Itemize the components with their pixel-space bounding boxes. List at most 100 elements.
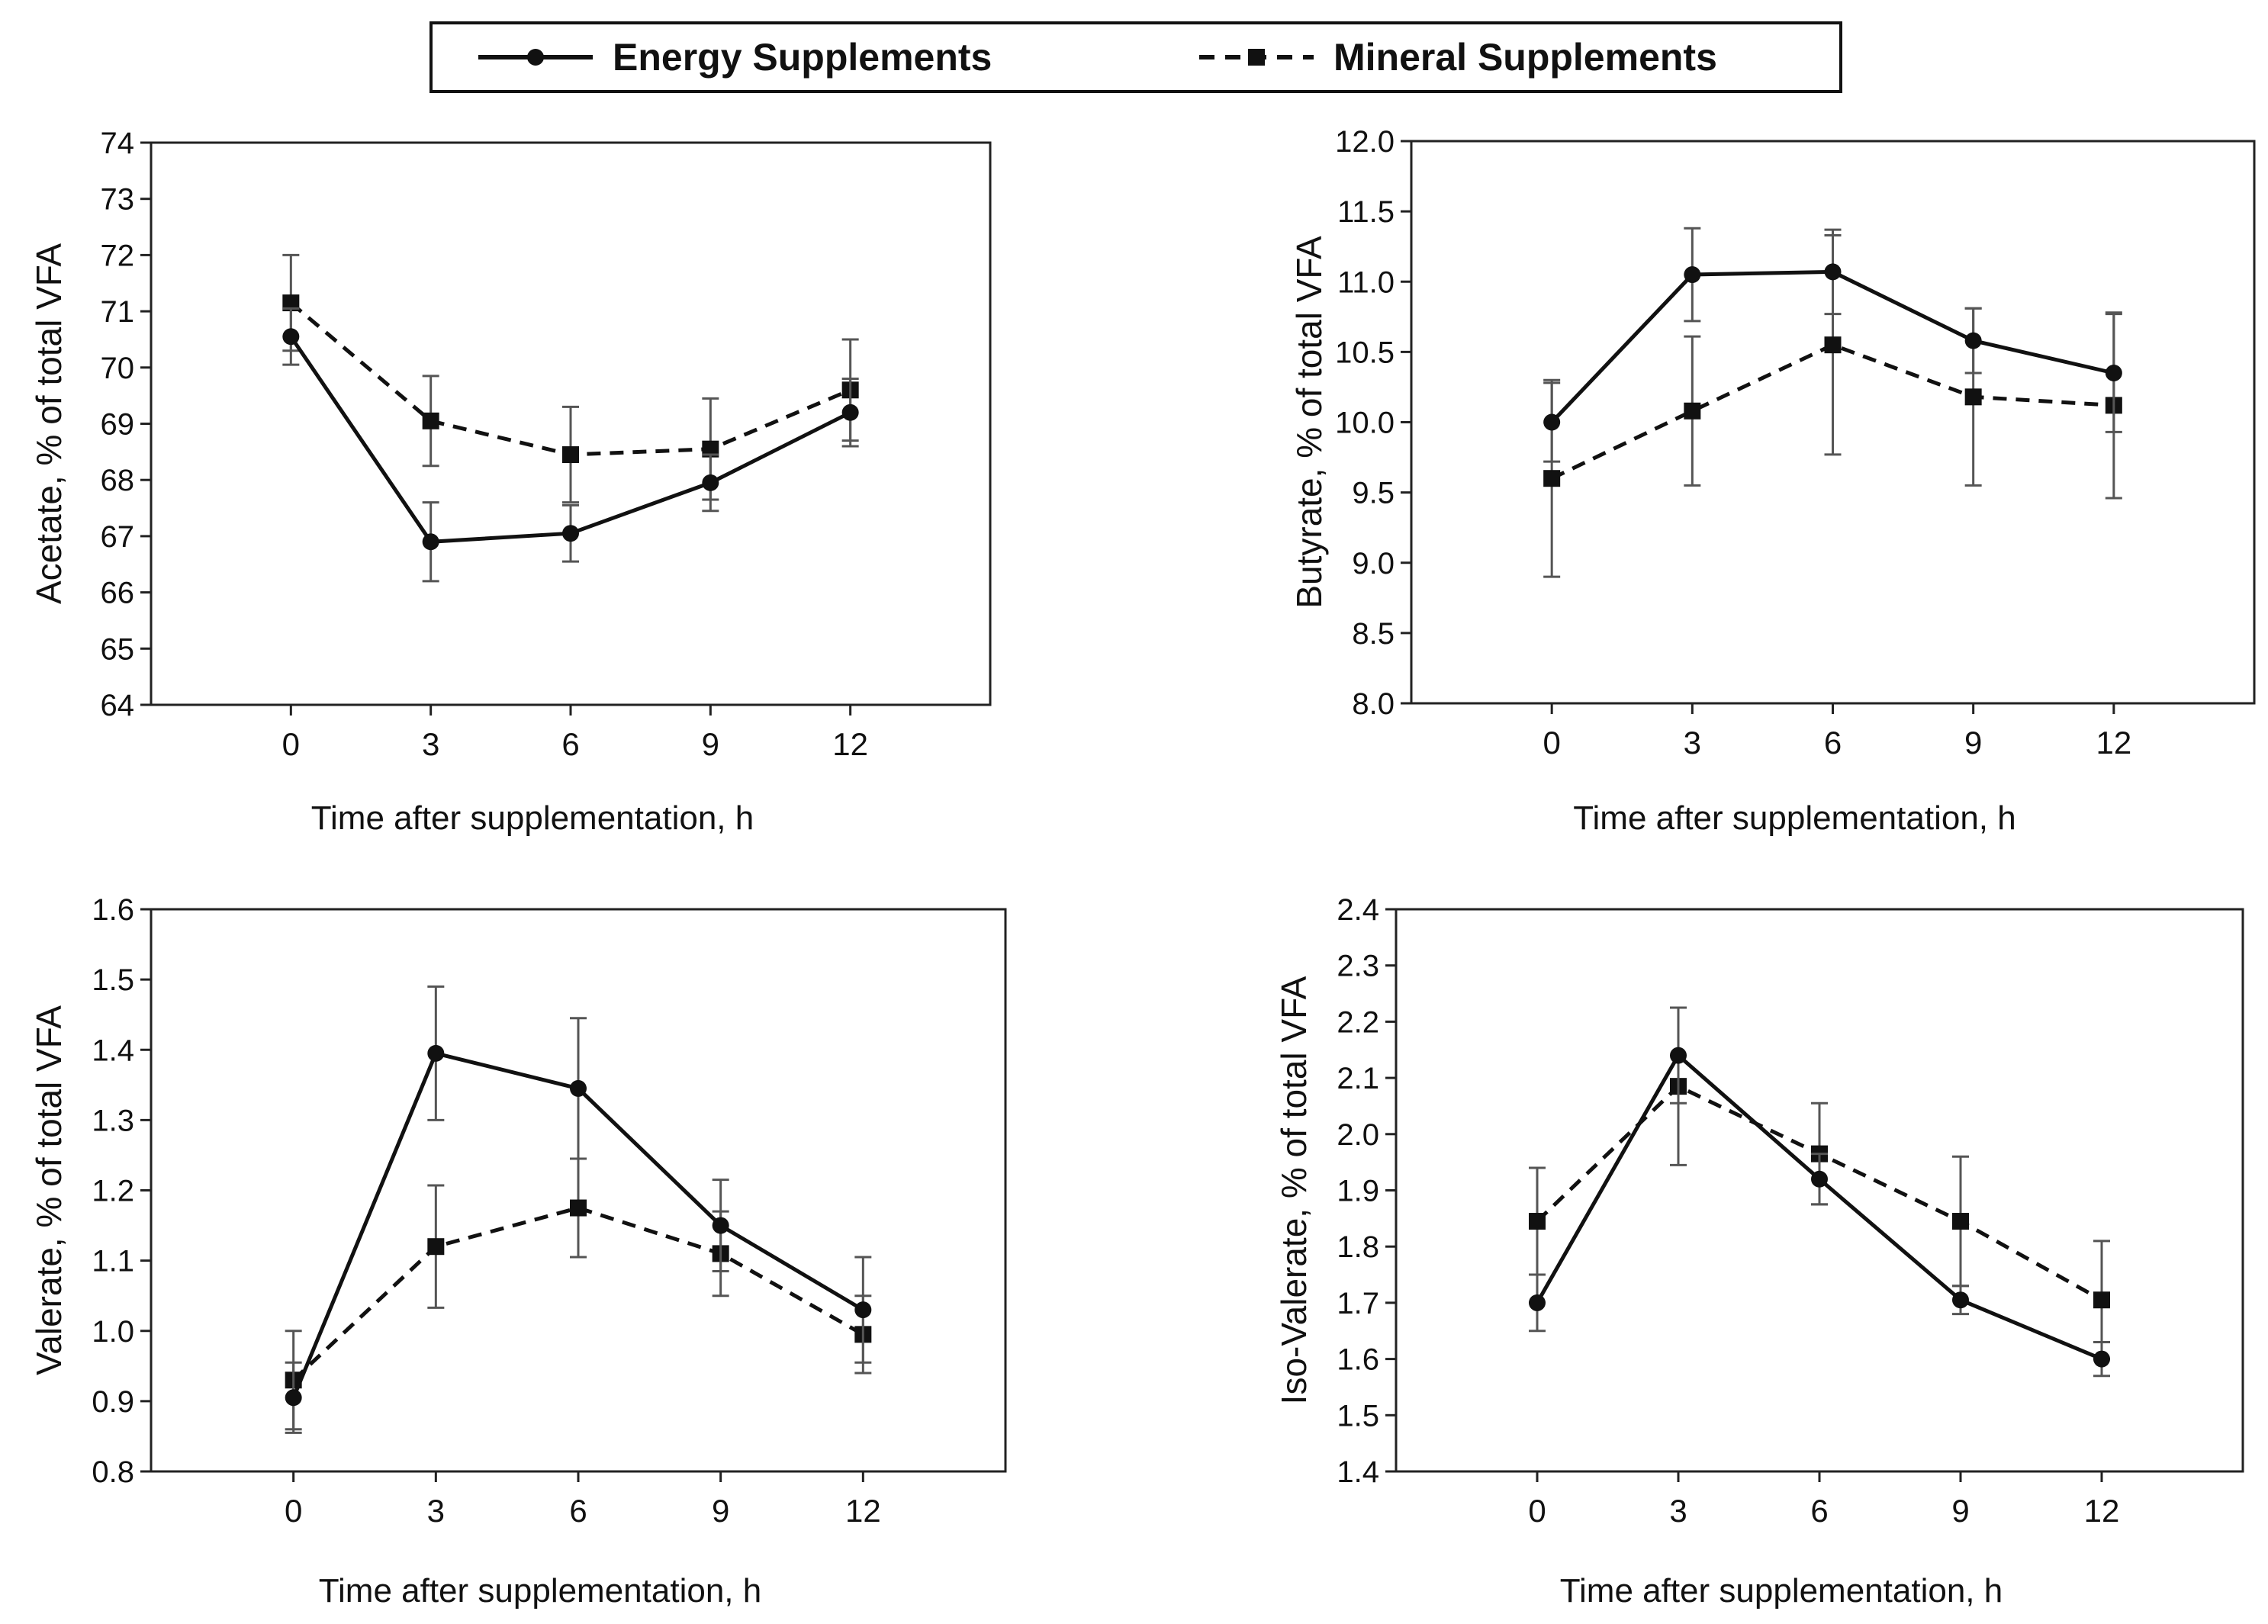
valerate-y-tick-label: 1.5 bbox=[92, 963, 134, 997]
isovalerate-y-tick-label: 2.4 bbox=[1337, 893, 1379, 927]
butyrate-x-tick-label: 6 bbox=[1824, 725, 1842, 761]
butyrate-x-tick-label: 12 bbox=[2096, 725, 2131, 761]
valerate-mineral-point bbox=[427, 1238, 445, 1256]
butyrate-energy-point bbox=[1964, 332, 1982, 349]
butyrate-y-tick-label: 11.5 bbox=[1337, 195, 1395, 229]
butyrate-x-tick-label: 9 bbox=[1964, 725, 1982, 761]
legend-item-energy: Energy Supplements bbox=[478, 24, 992, 90]
butyrate-y-tick-label: 10.5 bbox=[1335, 336, 1395, 369]
butyrate-mineral-point bbox=[1684, 402, 1701, 420]
isovalerate-y-tick-label: 1.4 bbox=[1337, 1455, 1379, 1489]
acetate-mineral-point bbox=[422, 412, 439, 429]
butyrate-y-axis-label: Butyrate, % of total VFA bbox=[1289, 236, 1329, 609]
butyrate-y-tick-label: 11.0 bbox=[1337, 265, 1395, 299]
valerate-y-tick-label: 1.2 bbox=[92, 1175, 134, 1208]
butyrate-chart: 8.0 8.5 9.0 9.5 10.0 10.5 11.0 11.5 12.0 0 3 6 9 12 Ti… bbox=[1289, 125, 2256, 837]
acetate-energy-point bbox=[562, 525, 579, 542]
butyrate-y-tick-label: 9.0 bbox=[1352, 547, 1395, 580]
butyrate-mineral-point bbox=[1543, 470, 1561, 487]
butyrate-y-tick-label: 8.0 bbox=[1352, 687, 1395, 721]
butyrate-x-tick-label: 3 bbox=[1684, 725, 1701, 761]
acetate-y-tick-label: 68 bbox=[101, 464, 135, 497]
butyrate-y-tick-label: 12.0 bbox=[1335, 125, 1395, 159]
valerate-x-tick-label: 9 bbox=[712, 1493, 729, 1529]
butyrate-x-tick-label: 0 bbox=[1543, 725, 1560, 761]
isovalerate-mineral-point bbox=[1952, 1213, 1969, 1230]
isovalerate-mineral-point bbox=[2093, 1291, 2110, 1309]
isovalerate-x-tick-label: 3 bbox=[1669, 1493, 1687, 1529]
butyrate-y-tick-label: 10.0 bbox=[1335, 407, 1395, 440]
acetate-y-tick-label: 72 bbox=[101, 239, 135, 272]
legend-energy-swatch bbox=[478, 49, 593, 66]
valerate-y-tick-label: 1.6 bbox=[92, 893, 134, 927]
isovalerate-y-tick-label: 1.8 bbox=[1337, 1230, 1379, 1264]
butyrate-y-tick-label: 8.5 bbox=[1352, 617, 1395, 651]
acetate-x-tick-label: 12 bbox=[832, 726, 868, 762]
isovalerate-x-tick-label: 0 bbox=[1528, 1493, 1546, 1529]
isovalerate-y-tick-label: 2.2 bbox=[1337, 1005, 1379, 1039]
acetate-mineral-point bbox=[702, 440, 719, 458]
acetate-energy-point bbox=[841, 404, 859, 421]
isovalerate-energy-point bbox=[2093, 1350, 2110, 1368]
acetate-y-tick-label: 64 bbox=[101, 689, 135, 722]
isovalerate-y-tick-label: 2.0 bbox=[1337, 1118, 1379, 1152]
acetate-x-axis-label: Time after supplementation, h bbox=[311, 799, 754, 837]
valerate-x-tick-label: 3 bbox=[427, 1493, 445, 1529]
butyrate-energy-point bbox=[1824, 263, 1842, 281]
valerate-y-tick-label: 1.3 bbox=[92, 1104, 134, 1137]
acetate-mineral-point bbox=[562, 446, 579, 464]
valerate-x-tick-label: 12 bbox=[845, 1493, 881, 1529]
butyrate-mineral-point bbox=[1964, 388, 1982, 406]
acetate-y-tick-label: 67 bbox=[101, 520, 135, 554]
valerate-y-tick-label: 1.1 bbox=[92, 1245, 134, 1278]
butyrate-energy-point bbox=[1684, 266, 1701, 284]
isovalerate-y-tick-label: 1.5 bbox=[1337, 1399, 1379, 1433]
isovalerate-y-tick-label: 1.7 bbox=[1337, 1287, 1379, 1320]
butyrate-mineral-point bbox=[1824, 336, 1842, 354]
isovalerate-y-tick-label: 1.9 bbox=[1337, 1175, 1379, 1208]
acetate-y-tick-label: 65 bbox=[101, 632, 135, 666]
valerate-x-axis-label: Time after supplementation, h bbox=[319, 1572, 761, 1610]
butyrate-energy-point bbox=[1543, 413, 1561, 431]
butyrate-y-tick-label: 9.5 bbox=[1352, 477, 1395, 510]
acetate-x-tick-label: 3 bbox=[422, 726, 439, 762]
legend-mineral-label: Mineral Supplements bbox=[1333, 36, 1717, 79]
legend-mineral-swatch bbox=[1199, 49, 1314, 66]
butyrate-energy-point bbox=[2105, 365, 2122, 382]
valerate-y-tick-label: 1.4 bbox=[92, 1034, 134, 1067]
isovalerate-y-tick-label: 2.1 bbox=[1337, 1062, 1379, 1095]
isovalerate-y-tick-label: 2.3 bbox=[1337, 950, 1379, 983]
acetate-y-tick-label: 66 bbox=[101, 577, 135, 610]
valerate-energy-point bbox=[427, 1044, 445, 1062]
isovalerate-energy-line bbox=[1535, 1052, 2102, 1361]
legend-box: Energy Supplements Mineral Supplements bbox=[429, 21, 1842, 93]
acetate-energy-point bbox=[282, 328, 300, 346]
isovalerate-energy-point bbox=[1811, 1170, 1828, 1188]
acetate-x-tick-label: 0 bbox=[282, 726, 300, 762]
isovalerate-x-tick-label: 9 bbox=[1951, 1493, 1969, 1529]
butyrate-x-axis-label: Time after supplementation, h bbox=[1573, 799, 2015, 837]
acetate-y-tick-label: 69 bbox=[101, 408, 135, 442]
valerate-chart: 0.8 0.9 1.0 1.1 1.2 1.3 1.4 1.5 1.6 0 3 6 9 12 Time af… bbox=[29, 893, 1007, 1610]
valerate-y-tick-label: 0.8 bbox=[92, 1455, 134, 1489]
acetate-y-tick-label: 70 bbox=[101, 352, 135, 385]
valerate-energy-point bbox=[285, 1389, 302, 1407]
acetate-energy-point bbox=[422, 533, 439, 551]
isovalerate-energy-point bbox=[1952, 1291, 1969, 1309]
legend-item-mineral: Mineral Supplements bbox=[1199, 24, 1717, 90]
acetate-x-tick-label: 9 bbox=[702, 726, 719, 762]
isovalerate-chart: 1.4 1.5 1.6 1.7 1.8 1.9 2.0 2.1 2.2 2.3 2.4 0 3 6 9 12 T… bbox=[1274, 893, 2244, 1610]
isovalerate-y-tick-label: 1.6 bbox=[1337, 1343, 1379, 1377]
isovalerate-energy-point bbox=[1529, 1294, 1546, 1311]
acetate-mineral-point bbox=[282, 294, 300, 312]
acetate-x-tick-label: 6 bbox=[561, 726, 579, 762]
valerate-energy-point bbox=[854, 1301, 872, 1319]
valerate-y-tick-label: 1.0 bbox=[92, 1315, 134, 1349]
acetate-y-tick-label: 71 bbox=[101, 295, 135, 329]
valerate-energy-point bbox=[570, 1079, 587, 1097]
acetate-y-tick-label: 73 bbox=[101, 183, 135, 217]
acetate-energy-point bbox=[702, 474, 719, 491]
valerate-x-tick-label: 6 bbox=[569, 1493, 587, 1529]
isovalerate-energy-point bbox=[1670, 1047, 1687, 1064]
